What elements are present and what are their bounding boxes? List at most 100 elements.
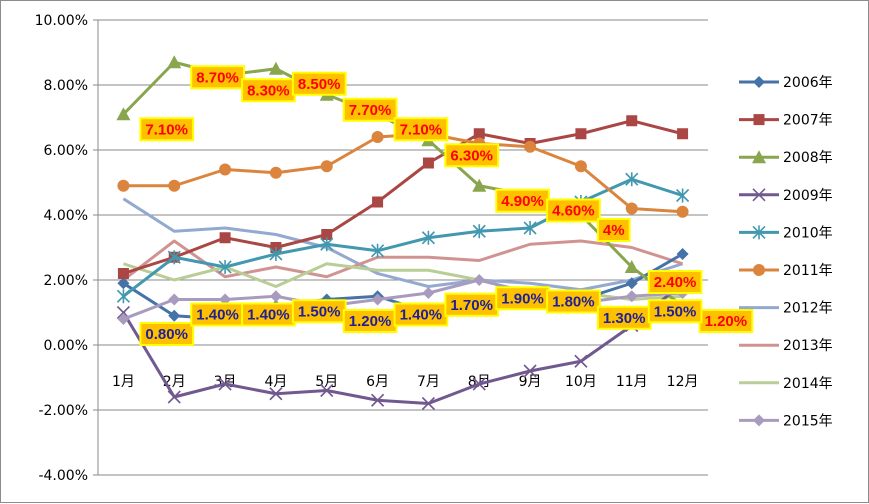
- data-label-text: 1.40%: [196, 307, 239, 324]
- point-marker: [372, 196, 384, 208]
- data-label-text: 1.20%: [349, 313, 392, 330]
- point-marker: [473, 274, 486, 286]
- legend-label: 2008年: [783, 150, 833, 166]
- point-marker: [218, 377, 232, 391]
- point-marker: [269, 387, 283, 401]
- point-marker: [371, 393, 385, 407]
- legend-label: 2010年: [783, 225, 833, 241]
- point-marker: [626, 115, 638, 127]
- data-label: 1.40%: [393, 302, 449, 327]
- legend-item: 2008年: [739, 150, 833, 166]
- data-label-text: 1.40%: [247, 307, 290, 324]
- y-tick-label: -4.00%: [38, 468, 88, 484]
- x-tick-label: 9月: [519, 374, 542, 390]
- x-tick-label: 12月: [667, 374, 699, 390]
- data-label: 7.10%: [393, 117, 449, 142]
- point-marker: [575, 128, 587, 140]
- point-marker: [269, 166, 282, 179]
- point-marker: [421, 230, 435, 245]
- point-marker: [168, 293, 181, 306]
- y-tick-label: 10.00%: [35, 13, 88, 29]
- x-tick-label: 7月: [417, 374, 440, 390]
- point-marker: [676, 205, 689, 218]
- data-label-text: 2.40%: [654, 274, 697, 291]
- data-label-text: 8.30%: [247, 82, 290, 99]
- point-marker: [472, 178, 487, 192]
- point-marker: [116, 107, 131, 121]
- point-marker: [421, 396, 435, 411]
- point-marker: [676, 188, 690, 203]
- legend-label: 2009年: [783, 188, 833, 204]
- point-marker: [167, 250, 181, 265]
- data-label: 1.50%: [647, 299, 703, 324]
- series-line: [122, 119, 683, 275]
- data-label: 8.30%: [241, 78, 296, 103]
- point-marker: [753, 114, 765, 126]
- point-marker: [523, 364, 537, 378]
- point-marker: [116, 289, 130, 304]
- y-tick-label: 4.00%: [44, 208, 88, 224]
- data-label-text: 1.50%: [298, 303, 341, 320]
- data-label-box: [596, 218, 631, 242]
- data-label: 6.30%: [444, 143, 500, 168]
- legend-item: 2007年: [739, 113, 833, 129]
- data-label-box: [190, 65, 245, 90]
- legend-item: 2015年: [739, 413, 833, 429]
- data-labels: 7.10% 8.70% 8.30% 8.50% 7.70% 7.10% 6.30% 4.90%…: [139, 65, 754, 346]
- legend-item: 2006年: [739, 75, 833, 91]
- point-marker: [422, 287, 435, 299]
- y-tick-label: 0.00%: [44, 338, 88, 354]
- point-marker: [167, 390, 181, 404]
- data-label-text: 1.20%: [705, 313, 748, 330]
- y-tick-label: -2.00%: [38, 403, 88, 419]
- point-marker: [676, 248, 689, 260]
- series-line: [122, 239, 684, 282]
- data-label-box: [139, 117, 195, 142]
- legend-item: 2012年: [739, 301, 833, 317]
- point-marker: [321, 229, 333, 240]
- data-label: 1.50%: [291, 299, 347, 324]
- point-marker: [473, 128, 485, 140]
- data-label-text: 8.50%: [298, 76, 341, 93]
- data-label: 1.80%: [546, 289, 601, 314]
- data-label-text: 1.40%: [400, 307, 443, 324]
- point-marker: [371, 243, 385, 258]
- data-label-text: 0.80%: [145, 326, 188, 343]
- data-label-box: [647, 270, 703, 294]
- x-tick-label: 10月: [565, 374, 597, 390]
- point-marker: [320, 383, 334, 398]
- data-label: 2.40%: [647, 270, 703, 294]
- point-marker: [371, 131, 384, 143]
- point-marker: [523, 221, 537, 235]
- legend-item: 2011年: [739, 263, 833, 279]
- point-marker: [472, 224, 486, 239]
- data-label-text: 4.60%: [552, 203, 595, 220]
- data-label-text: 4%: [603, 222, 625, 239]
- data-label: 1.40%: [190, 302, 245, 327]
- legend-label: 2006年: [783, 75, 833, 91]
- point-marker: [752, 225, 766, 240]
- x-tick-label: 6月: [366, 374, 389, 390]
- data-label-box: [393, 117, 449, 142]
- point-marker: [269, 290, 282, 303]
- data-label-box: [342, 97, 398, 122]
- data-label: 8.70%: [190, 65, 245, 90]
- data-label-text: 1.50%: [654, 303, 697, 320]
- point-marker: [168, 179, 181, 192]
- data-label: 1.90%: [495, 286, 550, 311]
- data-label-text: 8.70%: [196, 69, 239, 86]
- point-marker: [753, 414, 765, 427]
- legend-item: 2014年: [739, 376, 833, 392]
- point-marker: [117, 268, 129, 279]
- gridlines: [93, 19, 708, 476]
- y-tick-label: 8.00%: [44, 78, 88, 94]
- point-marker: [218, 260, 232, 274]
- data-label: 8.50%: [291, 71, 347, 96]
- point-marker: [753, 264, 765, 276]
- legend: 2006年 2007年 2008年 2009年 2010年 2011年 2012年 2013年…: [739, 75, 833, 429]
- point-marker: [625, 277, 638, 290]
- legend-label: 2012年: [783, 301, 833, 317]
- data-label: 1.20%: [698, 309, 754, 333]
- legend-item: 2010年: [739, 225, 833, 241]
